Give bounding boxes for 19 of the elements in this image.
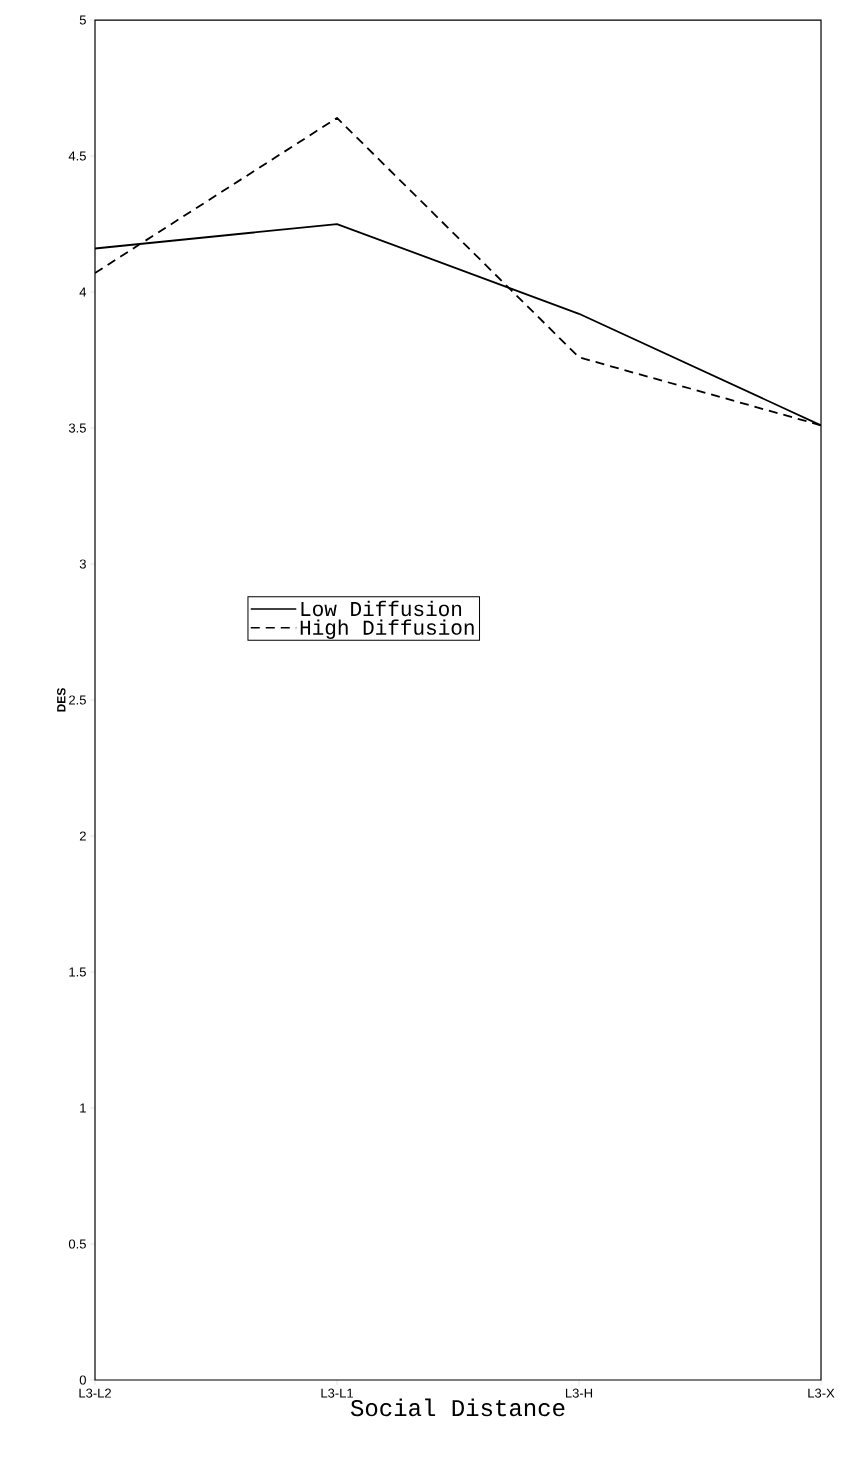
y-tick-label: 3 [79,559,86,569]
x-tick-label: L3-L2 [79,1388,111,1398]
legend-label: Low Diffusion [301,600,462,617]
y-tick-label: 1 [80,1103,86,1113]
y-tick-label: 4 [79,287,87,297]
x-tick-label: L3-H [565,1388,593,1398]
y-tick-label: 0 [79,1375,86,1385]
y-tick-label: 4.5 [68,151,86,161]
y-tick-label: 2.5 [69,695,86,705]
y-tick-label: 0.5 [68,1239,86,1249]
y-tick-label: 5 [79,15,86,25]
y-tick-label: 1.5 [69,967,86,977]
y-tick-label: 3.5 [68,423,86,433]
x-axis-title: Social Distance [350,1398,565,1417]
legend-label: High Diffusion [300,619,474,639]
y-tick-label: 2 [79,831,86,841]
y-axis-title: DES [57,688,66,712]
x-tick-label: L3-L1 [321,1388,353,1398]
x-tick-label: L3-X [808,1388,835,1398]
